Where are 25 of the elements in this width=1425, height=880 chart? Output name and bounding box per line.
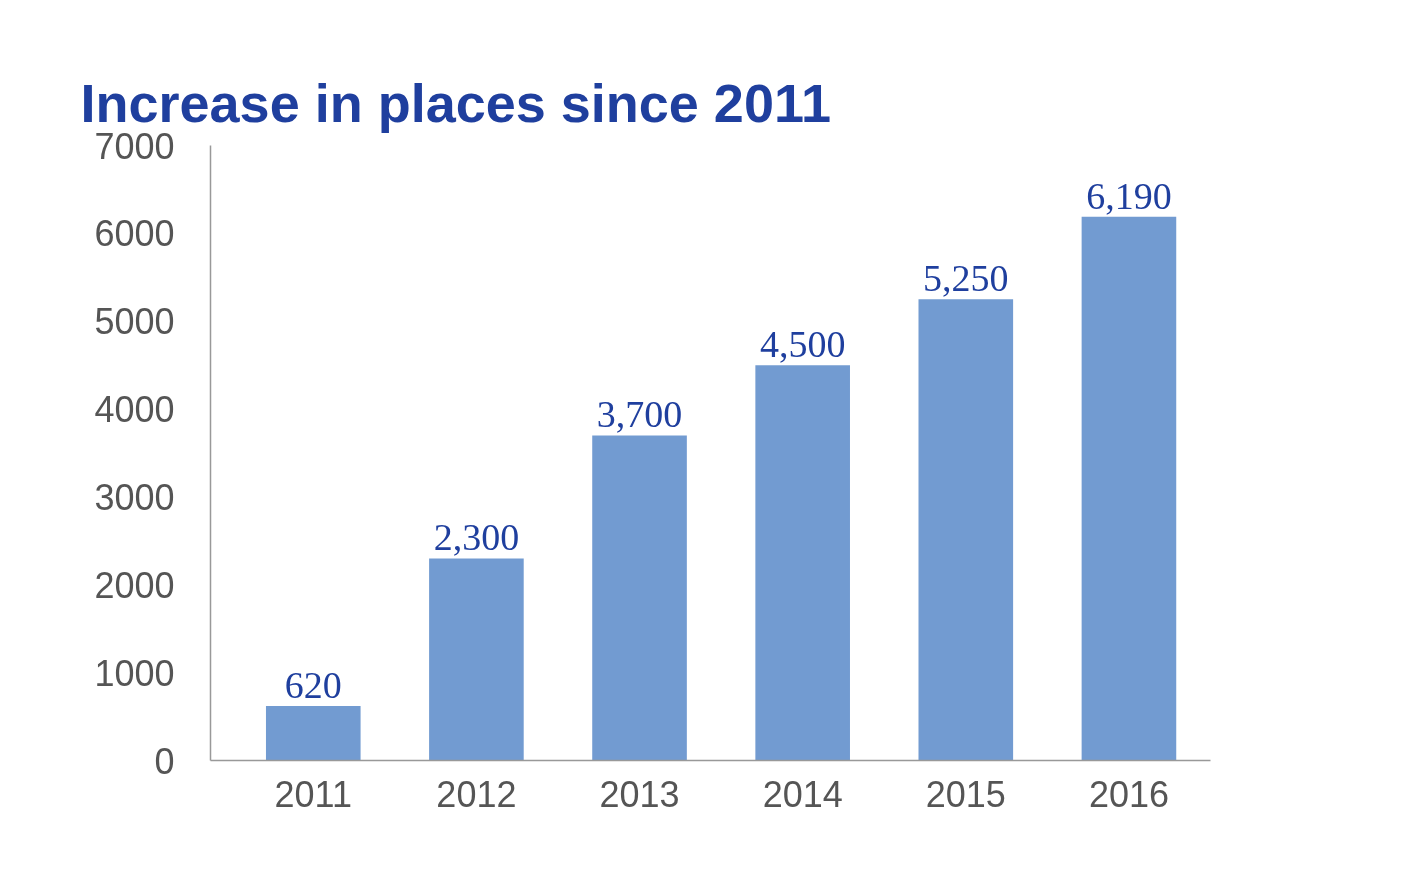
data-label: 620 bbox=[284, 664, 342, 707]
y-tick-label: 1000 bbox=[94, 652, 175, 694]
y-tick-label: 6000 bbox=[94, 213, 175, 255]
bar bbox=[755, 365, 850, 761]
bar bbox=[429, 558, 524, 761]
y-tick-label: 5000 bbox=[94, 301, 175, 343]
y-tick-label: 3000 bbox=[94, 476, 175, 518]
x-tick-label: 2016 bbox=[1088, 773, 1169, 815]
bar bbox=[265, 706, 361, 761]
bar bbox=[1081, 216, 1177, 761]
data-label: 3,700 bbox=[596, 393, 683, 436]
y-tick-label: 2000 bbox=[94, 564, 175, 606]
x-tick-label: 2013 bbox=[599, 773, 680, 815]
data-label: 2,300 bbox=[433, 516, 520, 559]
x-tick-label: 2014 bbox=[762, 773, 843, 815]
data-label: 4,500 bbox=[759, 323, 846, 366]
data-label: 5,250 bbox=[923, 257, 1009, 300]
y-tick-label: 0 bbox=[154, 740, 175, 782]
y-tick-label: 4000 bbox=[94, 389, 175, 431]
data-label: 6,190 bbox=[1086, 174, 1172, 217]
x-tick-label: 2012 bbox=[436, 773, 517, 815]
bar bbox=[918, 299, 1014, 761]
bar bbox=[592, 435, 687, 761]
x-tick-label: 2011 bbox=[274, 773, 352, 815]
x-tick-label: 2015 bbox=[925, 773, 1006, 815]
